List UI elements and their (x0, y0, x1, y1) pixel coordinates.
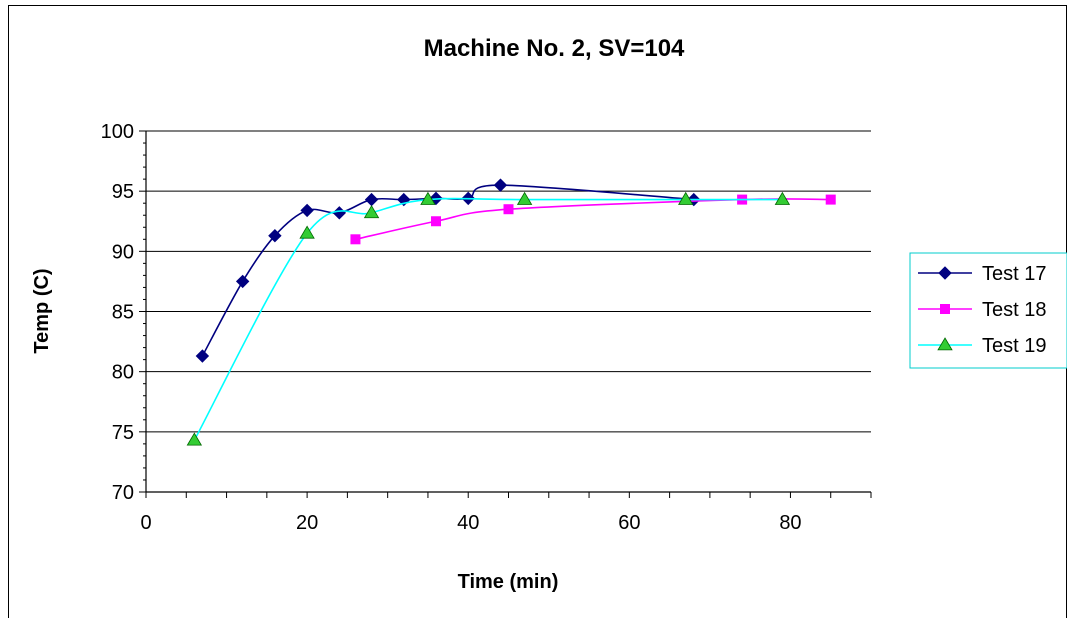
data-point (516, 191, 533, 205)
series-test-19 (186, 191, 791, 446)
data-point (678, 191, 694, 205)
legend-box (909, 252, 1067, 369)
legend-item-1: Test 17 (918, 263, 1046, 285)
data-point (363, 205, 380, 219)
series-test-17 (195, 178, 701, 363)
data-point (774, 191, 791, 205)
data-point (503, 204, 514, 215)
data-point (350, 234, 361, 245)
y-tick-label-100: 100 (101, 121, 134, 143)
axes: 70 75 80 85 90 95 100 0 20 40 60 80 (101, 121, 872, 534)
data-point (825, 194, 836, 205)
data-point (195, 349, 210, 363)
data-point (268, 228, 282, 243)
legend-marker (940, 304, 950, 314)
legend-label: Test 17 (982, 263, 1046, 285)
y-tick-label-90: 90 (112, 241, 134, 263)
legend-label: Test 19 (982, 335, 1046, 357)
data-point (431, 216, 441, 227)
legend-marker (937, 337, 953, 351)
x-tick-label-0: 0 (140, 512, 151, 534)
y-axis-label: Temp (C) (31, 268, 53, 353)
data-point (235, 274, 250, 289)
y-tick-label-70: 70 (112, 482, 134, 504)
x-axis-label: Time (min) (458, 571, 559, 593)
y-tick-label-95: 95 (112, 181, 134, 203)
x-tick-label-60: 60 (618, 512, 640, 534)
chart-title: Machine No. 2, SV=104 (424, 35, 685, 62)
x-tick-label-20: 20 (296, 512, 318, 534)
data-point (332, 206, 347, 220)
data-point (186, 432, 203, 446)
y-tick-label-75: 75 (112, 422, 134, 444)
series-line (355, 198, 831, 241)
data-point (420, 191, 436, 205)
x-tick-label-40: 40 (457, 512, 479, 534)
series-line (201, 184, 694, 357)
data-point (299, 225, 315, 239)
series-layer (186, 178, 836, 446)
legend-item-2: Test 18 (918, 299, 1046, 321)
legend-item-3: Test 19 (918, 335, 1046, 357)
data-point (364, 192, 379, 207)
legend-label: Test 18 (982, 299, 1046, 321)
y-tick-label-85: 85 (112, 302, 134, 324)
x-tick-label-80: 80 (779, 512, 801, 534)
gridlines (146, 130, 871, 433)
y-tick-label-80: 80 (112, 362, 134, 384)
series-line (193, 197, 783, 441)
legend-marker (938, 266, 952, 280)
data-point (300, 203, 314, 218)
data-point (493, 178, 508, 192)
legend: Test 17 Test 18 Test 19 (909, 252, 1067, 369)
